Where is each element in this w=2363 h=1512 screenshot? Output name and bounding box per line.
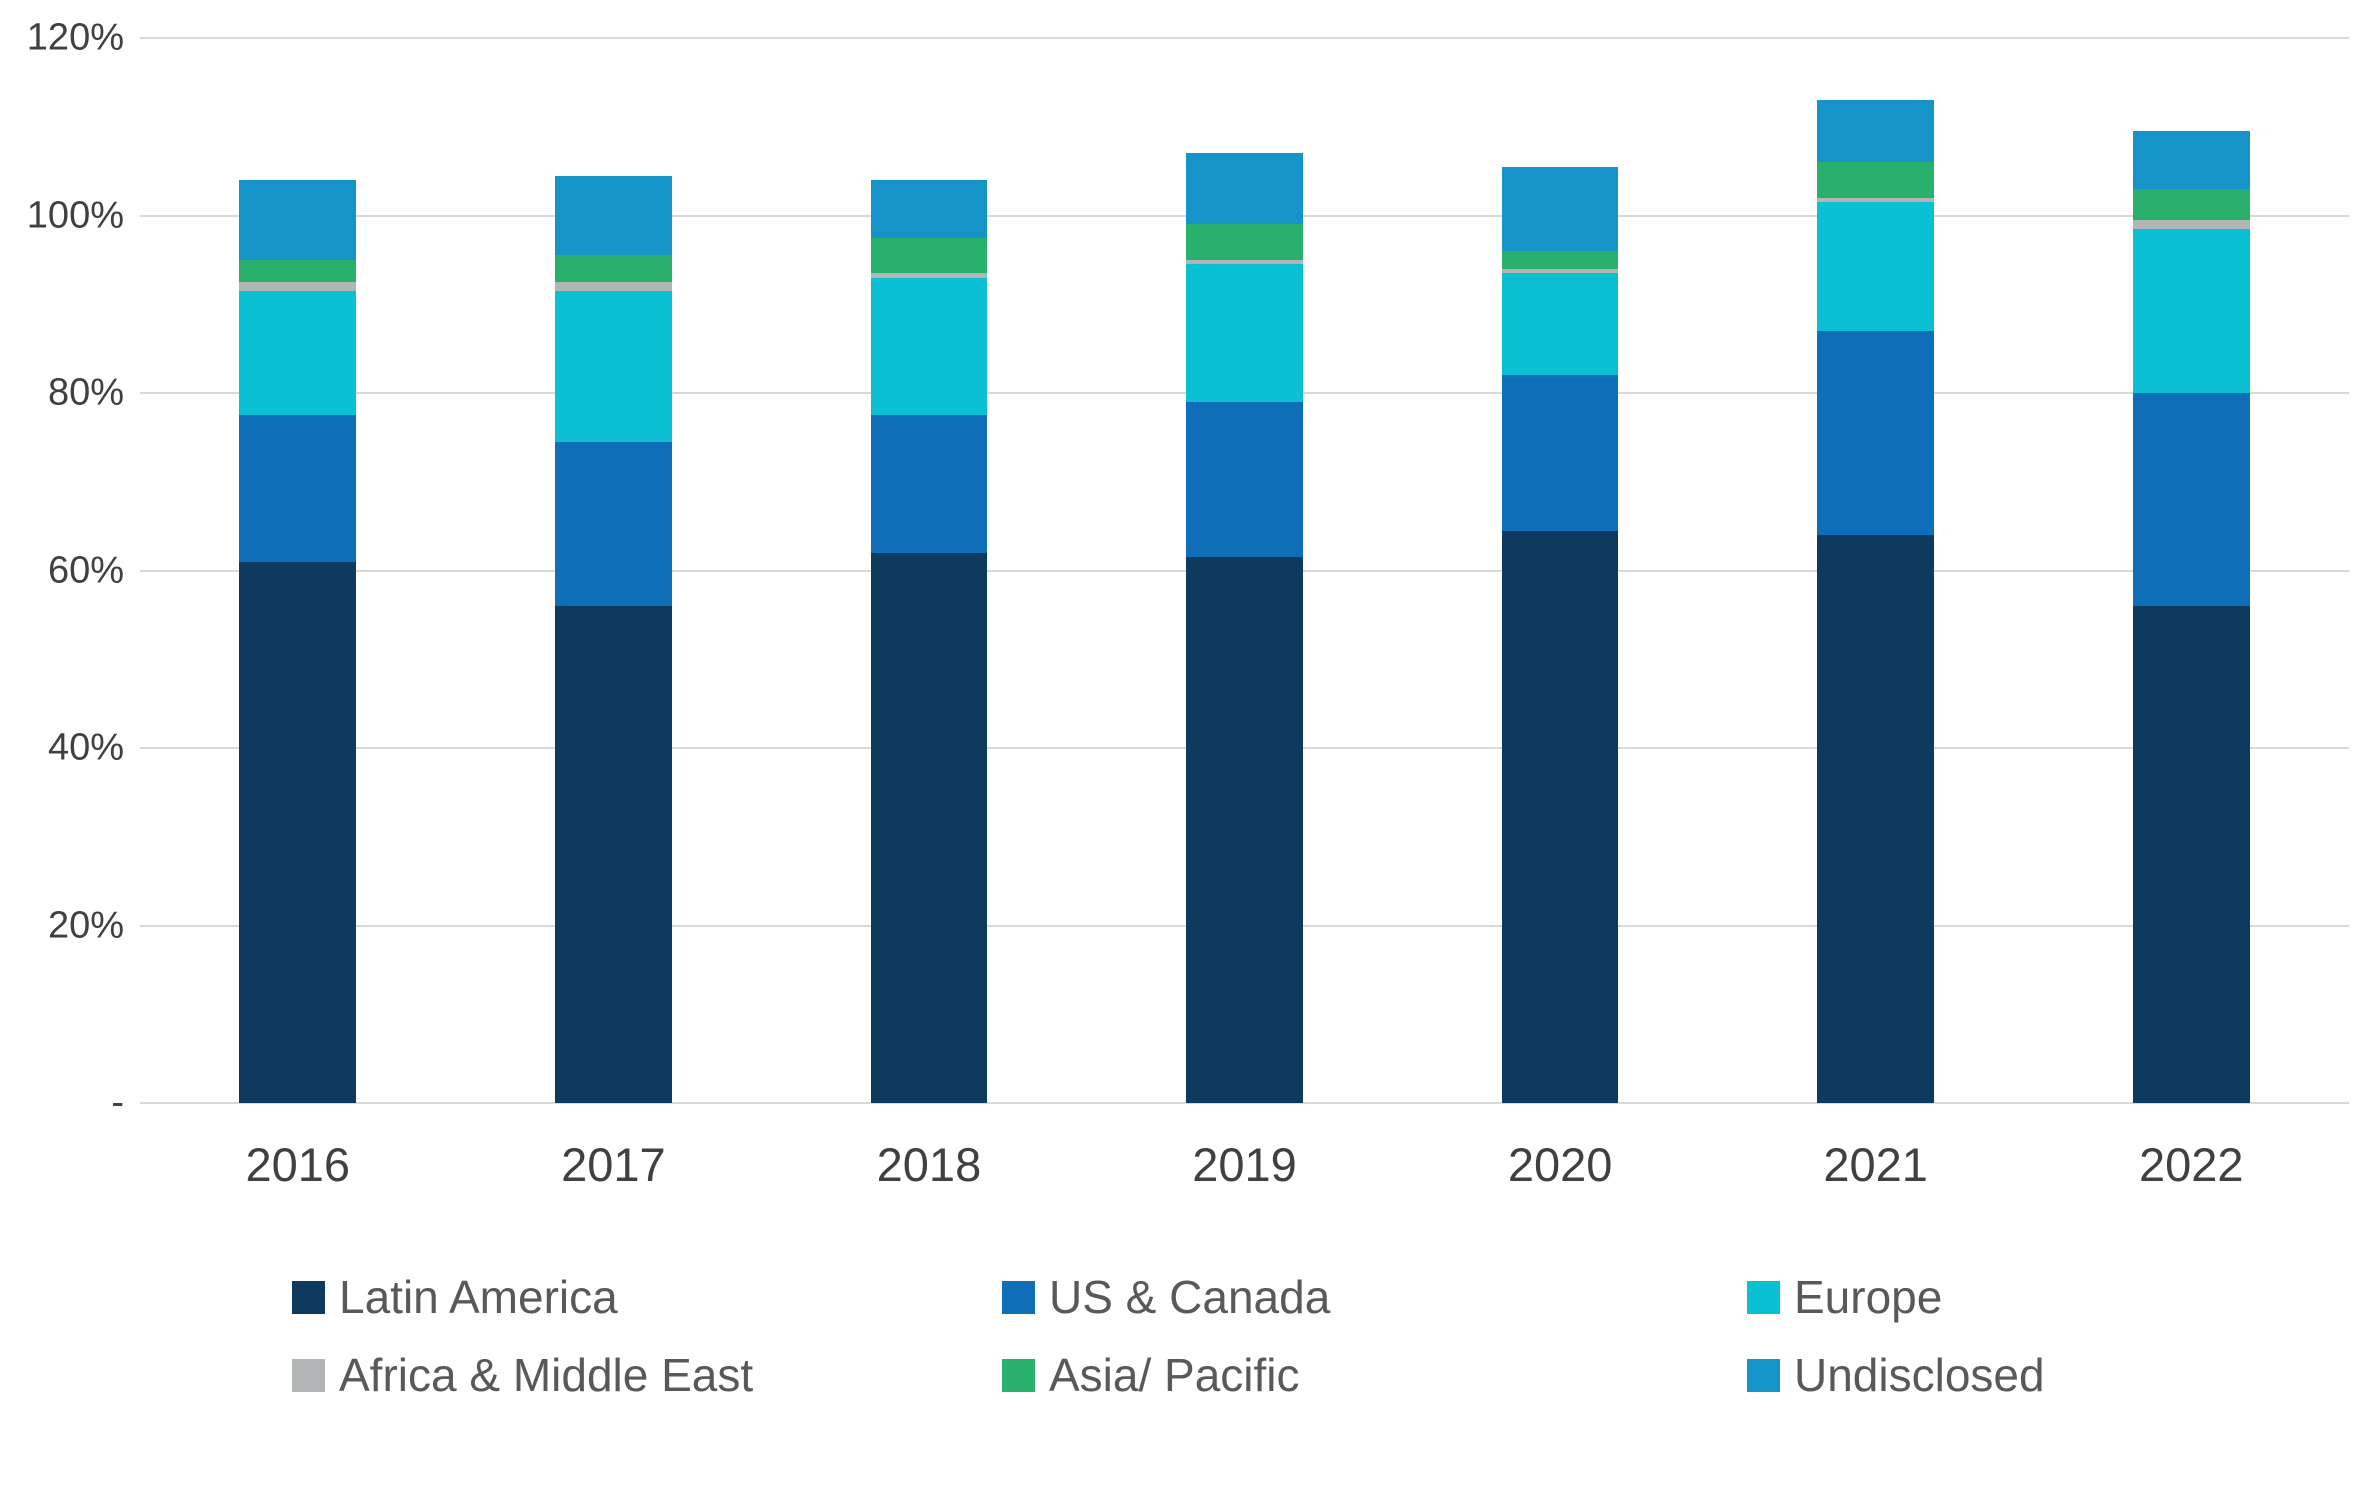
legend-item-asia-pacific: Asia/ Pacific	[1002, 1348, 1747, 1402]
bar-segment-asia-pacific	[1501, 251, 1619, 269]
bar-segment-us-canada	[2132, 393, 2250, 606]
x-tick-label: 2020	[1507, 1138, 1613, 1191]
bar-segment-undisclosed	[2132, 131, 2250, 189]
x-tick-label: 2017	[561, 1138, 666, 1191]
stacked-bar-2019	[1186, 38, 1303, 1103]
bar-segment-undisclosed	[1817, 100, 1935, 163]
x-tick-label: 2021	[1823, 1138, 1928, 1191]
stacked-bar-2020	[1501, 38, 1619, 1103]
bar-segment-europe	[1501, 273, 1619, 376]
bar-segment-europe	[554, 290, 672, 442]
stacked-bar-2021	[1817, 38, 1935, 1103]
legend-swatch-icon	[1747, 1280, 1780, 1314]
bar-segment-latin-america	[2132, 606, 2250, 1103]
stacked-bar-2022	[2132, 38, 2250, 1103]
legend-item-latin-america: Latin America	[292, 1270, 1002, 1324]
bar-segment-latin-america	[870, 552, 988, 1103]
stacked-bar-2017	[554, 38, 672, 1103]
legend-item-undisclosed: Undisclosed	[1747, 1348, 2363, 1402]
grid-line	[140, 37, 2349, 39]
y-tick-label: 100%	[26, 194, 124, 236]
plot-area	[140, 37, 2349, 1104]
legend-label: Latin America	[339, 1271, 618, 1323]
bar-segment-africa-middle-east	[870, 273, 988, 278]
bar-segment-undisclosed	[1186, 153, 1303, 225]
bar-column	[1087, 38, 1403, 1103]
bar-segment-latin-america	[1501, 530, 1619, 1103]
y-tick-label: 80%	[47, 371, 124, 414]
stacked-bar-2018	[870, 38, 988, 1103]
bars-layer	[140, 38, 2349, 1103]
bar-segment-europe	[2132, 228, 2250, 393]
bar-segment-asia-pacific	[239, 259, 357, 283]
bar-segment-undisclosed	[870, 180, 988, 238]
x-tick-label: 2018	[876, 1138, 982, 1191]
bar-segment-undisclosed	[554, 175, 672, 256]
bar-segment-latin-america	[239, 561, 357, 1103]
bar-segment-us-canada	[1501, 375, 1619, 531]
legend-swatch-icon	[292, 1280, 325, 1314]
x-tick-label: 2016	[245, 1138, 351, 1191]
legend: Latin America US & Canada Europe Africa & M…	[292, 1270, 2363, 1402]
bar-segment-europe	[239, 290, 357, 416]
bar-segment-africa-middle-east	[1186, 259, 1303, 265]
bar-segment-asia-pacific	[1817, 162, 1935, 198]
bar-segment-asia-pacific	[554, 255, 672, 283]
grid-line	[140, 1102, 2349, 1104]
bar-column	[2033, 38, 2349, 1103]
legend-label: US & Canada	[1049, 1271, 1331, 1323]
legend-item-us-canada: US & Canada	[1002, 1270, 1747, 1324]
bar-segment-africa-middle-east	[239, 282, 357, 291]
bar-segment-asia-pacific	[870, 237, 988, 274]
legend-label: Asia/ Pacific	[1049, 1349, 1300, 1401]
x-axis: 2016 2017 2018 2019 2020 2021 2022	[140, 1103, 2349, 1192]
x-tick-label: 2019	[1192, 1138, 1297, 1191]
legend-label: Europe	[1794, 1271, 1943, 1323]
bar-segment-asia-pacific	[2132, 188, 2250, 220]
bar-segment-undisclosed	[239, 180, 357, 260]
bar-segment-europe	[870, 277, 988, 416]
bar-segment-undisclosed	[1501, 166, 1619, 252]
bar-segment-asia-pacific	[1186, 224, 1303, 260]
y-tick-label: 40%	[47, 726, 124, 769]
bar-segment-us-canada	[1817, 330, 1935, 535]
bar-segment-africa-middle-east	[554, 282, 672, 291]
bar-segment-latin-america	[1817, 535, 1935, 1103]
legend-label: Undisclosed	[1794, 1349, 2045, 1401]
plot-row: 120% 100% 80% 60% 40% 20% -	[0, 17, 2349, 1124]
legend-item-europe: Europe	[1747, 1270, 2363, 1324]
bar-segment-latin-america	[554, 606, 672, 1103]
bar-segment-africa-middle-east	[1501, 268, 1619, 274]
legend-swatch-icon	[1002, 1358, 1035, 1392]
bar-column	[1402, 38, 1718, 1103]
bar-column	[771, 38, 1087, 1103]
y-axis: 120% 100% 80% 60% 40% 20% -	[0, 17, 140, 1124]
bar-segment-africa-middle-east	[1817, 197, 1935, 203]
x-tick-label: 2022	[2138, 1138, 2244, 1191]
legend-swatch-icon	[292, 1358, 325, 1392]
bar-segment-latin-america	[1186, 557, 1303, 1103]
bar-segment-europe	[1186, 264, 1303, 402]
y-tick-label: -	[111, 1081, 124, 1124]
bar-segment-us-canada	[239, 415, 357, 562]
bar-segment-us-canada	[870, 415, 988, 553]
legend-item-africa-middle-east: Africa & Middle East	[292, 1348, 1002, 1402]
bar-column	[1718, 38, 2034, 1103]
y-tick-label: 120%	[26, 16, 124, 59]
y-tick-label: 20%	[47, 904, 124, 946]
legend-swatch-icon	[1002, 1280, 1035, 1314]
bar-segment-us-canada	[554, 441, 672, 606]
legend-label: Africa & Middle East	[339, 1349, 754, 1401]
bar-segment-africa-middle-east	[2132, 219, 2250, 229]
bar-column	[140, 38, 456, 1103]
bar-column	[456, 38, 772, 1103]
stacked-bar-2016	[239, 38, 357, 1103]
bar-segment-europe	[1817, 202, 1935, 331]
bar-segment-us-canada	[1186, 401, 1303, 558]
legend-swatch-icon	[1747, 1358, 1780, 1392]
y-tick-label: 60%	[47, 549, 124, 591]
